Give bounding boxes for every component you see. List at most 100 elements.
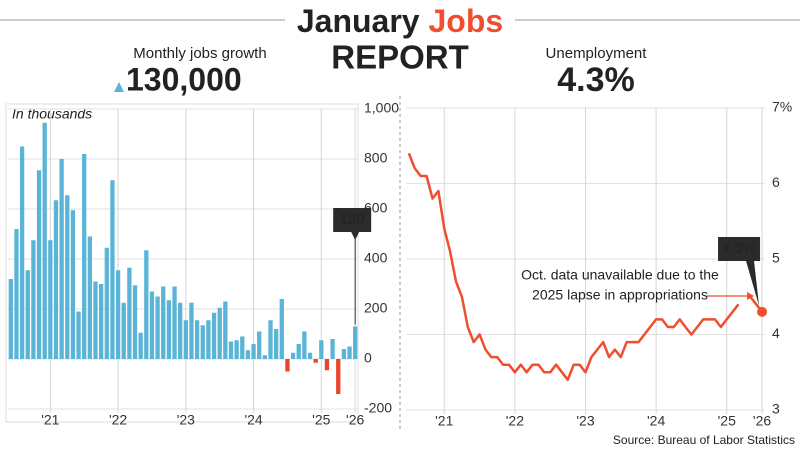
y-tick-label: 7%: [772, 99, 792, 115]
up-arrow: [114, 82, 124, 92]
bar: [313, 359, 318, 363]
callout-label: 130: [340, 211, 365, 228]
header-title: January Jobs: [297, 3, 503, 39]
bar: [132, 285, 138, 359]
bar: [59, 159, 64, 359]
right-headline: 4.3%: [557, 61, 635, 99]
left-subtitle: Monthly jobs growth: [133, 45, 266, 62]
bar: [234, 340, 239, 359]
bar: [36, 170, 42, 359]
bar: [279, 299, 284, 359]
bar: [296, 344, 301, 359]
bar: [341, 349, 347, 359]
bar: [240, 336, 245, 359]
bar: [25, 270, 30, 359]
y-tick-label: 0: [364, 350, 372, 366]
x-tick-label: '26: [346, 412, 364, 428]
callout-label: 4.3%: [722, 240, 756, 257]
y-tick-label: 3: [772, 401, 780, 417]
bar: [330, 339, 335, 359]
bar: [228, 341, 234, 359]
bar: [223, 301, 228, 359]
bar: [104, 247, 109, 359]
x-tick-label: '22: [109, 412, 127, 428]
bar: [189, 302, 194, 359]
y-tick-label: 4: [772, 325, 780, 341]
bar: [138, 332, 143, 359]
bar: [324, 359, 330, 371]
y-tick-label: 200: [364, 300, 388, 316]
left-frame: [5, 103, 359, 423]
bar: [353, 326, 358, 359]
bar: [166, 300, 172, 359]
bar: [65, 195, 70, 359]
bar: [19, 146, 25, 359]
bar: [302, 331, 307, 359]
annotation: Oct. data unavailable due to the: [521, 267, 719, 283]
bar: [194, 320, 200, 359]
bar: [336, 359, 341, 394]
bar: [155, 296, 160, 359]
bar: [206, 320, 211, 359]
annotation: 2025 lapse in appropriations: [532, 287, 708, 303]
x-tick-label: '25: [718, 413, 736, 429]
bar: [82, 154, 87, 359]
x-tick-label: '23: [177, 412, 195, 428]
bar: [290, 352, 296, 359]
bar: [149, 291, 155, 359]
y-tick-label: 1,000: [364, 100, 399, 116]
bar: [161, 286, 166, 359]
x-tick-label: '24: [647, 413, 665, 429]
bar: [70, 210, 76, 359]
bar: [211, 312, 217, 359]
bar: [217, 307, 222, 359]
last-point: [757, 306, 768, 317]
callout-box: [718, 237, 761, 306]
bar: [31, 240, 36, 359]
bar: [144, 250, 149, 359]
y-tick-label: -200: [364, 400, 392, 416]
x-tick-label: '24: [244, 412, 262, 428]
bar: [347, 346, 352, 359]
bar: [178, 302, 183, 359]
title-main: January: [297, 3, 420, 39]
bar: [200, 325, 205, 359]
bar: [172, 286, 177, 359]
bar: [42, 122, 47, 359]
bar: [110, 180, 115, 359]
bar: [48, 240, 53, 359]
bar: [8, 279, 13, 359]
annotation-arrowhead: [747, 292, 755, 300]
bar: [183, 320, 188, 359]
x-tick-label: '22: [506, 413, 524, 429]
bar: [115, 270, 121, 359]
bar: [285, 359, 290, 372]
x-tick-label: '21: [41, 412, 59, 428]
bar: [53, 200, 59, 359]
bar: [76, 311, 81, 359]
bar: [245, 350, 251, 359]
bar: [274, 329, 279, 359]
x-tick-label: '23: [576, 413, 594, 429]
x-tick-label: '26: [753, 413, 771, 429]
bar: [257, 331, 262, 359]
bar: [251, 344, 256, 359]
bar: [121, 302, 126, 359]
y-tick-label: 6: [772, 174, 780, 190]
x-tick-label: '21: [435, 413, 453, 429]
bar: [319, 340, 324, 359]
title-highlight: Jobs: [428, 3, 503, 39]
bar: [14, 229, 19, 359]
bar: [99, 284, 104, 359]
bar: [127, 267, 132, 359]
bar: [262, 355, 267, 359]
source: Source: Bureau of Labor Statistics: [613, 433, 795, 447]
bar: [268, 320, 273, 359]
left-headline: 130,000: [126, 61, 242, 97]
callout-box: [333, 208, 372, 240]
header-title-line2: REPORT: [331, 39, 469, 76]
bar: [93, 281, 98, 359]
y-tick-label: 400: [364, 250, 388, 266]
right-subtitle: Unemployment: [546, 45, 648, 62]
